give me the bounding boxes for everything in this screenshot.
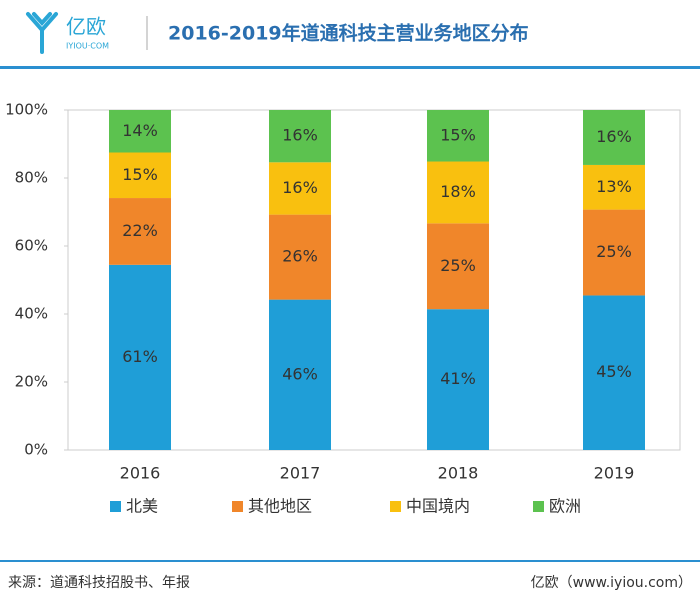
data-label: 14%: [122, 121, 158, 140]
bar-segment: [269, 299, 331, 450]
bar-segment: [269, 162, 331, 215]
brand: 亿欧（www.iyiou.com）: [531, 575, 692, 591]
legend-label: 北美: [126, 497, 158, 516]
plot-frame: [67, 109, 681, 451]
chart-title: 2016-2019年道通科技主营业务地区分布: [168, 22, 529, 45]
source: 来源：道通科技招股书、年报: [8, 575, 190, 591]
bar-segment: [427, 161, 489, 224]
bar-segment: [109, 198, 171, 265]
logo-text: 亿欧: [66, 15, 106, 39]
bar-segment: [269, 214, 331, 300]
bar-segment: [583, 209, 645, 296]
legend-swatch: [232, 501, 243, 512]
data-label: 15%: [122, 165, 158, 184]
data-label: 18%: [440, 182, 476, 201]
legend-swatch: [110, 501, 121, 512]
bar-segment: [427, 309, 489, 450]
bar-segment: [427, 110, 489, 162]
legend-label: 中国境内: [406, 497, 470, 516]
bar-segment: [583, 164, 645, 210]
bar-segment: [109, 264, 171, 450]
y-tick-label: 0%: [24, 441, 48, 459]
data-label: 45%: [596, 362, 632, 381]
data-label: 16%: [282, 126, 318, 145]
header-rule: [0, 66, 700, 69]
y-tick-label: 20%: [15, 373, 48, 391]
legend-label: 其他地区: [248, 497, 312, 516]
data-label: 41%: [440, 369, 476, 388]
data-label: 61%: [122, 347, 158, 366]
bar-segment: [427, 223, 489, 310]
x-tick-label: 2017: [280, 464, 321, 483]
x-tick-label: 2018: [438, 464, 479, 483]
x-tick-label: 2016: [120, 464, 161, 483]
bar-segment: [109, 152, 171, 199]
bar-segment: [583, 110, 645, 165]
data-label: 26%: [282, 247, 318, 266]
bar-segment: [109, 110, 171, 153]
y-tick-label: 80%: [15, 169, 48, 187]
data-label: 16%: [596, 127, 632, 146]
y-tick-label: 40%: [15, 305, 48, 323]
logo-icon: [26, 12, 58, 54]
data-label: 25%: [596, 242, 632, 261]
legend-label: 欧洲: [549, 497, 581, 516]
bar-segment: [583, 295, 645, 450]
y-tick-label: 100%: [5, 101, 48, 119]
data-label: 46%: [282, 364, 318, 383]
legend-swatch: [390, 501, 401, 512]
bar-segment: [269, 110, 331, 163]
data-label: 22%: [122, 221, 158, 240]
x-tick-label: 2019: [594, 464, 635, 483]
y-tick-label: 60%: [15, 237, 48, 255]
data-label: 13%: [596, 177, 632, 196]
data-label: 16%: [282, 178, 318, 197]
data-label: 25%: [440, 256, 476, 275]
logo-subtext: IYIOU·COM: [66, 42, 109, 51]
data-label: 15%: [440, 125, 476, 144]
legend-swatch: [533, 501, 544, 512]
